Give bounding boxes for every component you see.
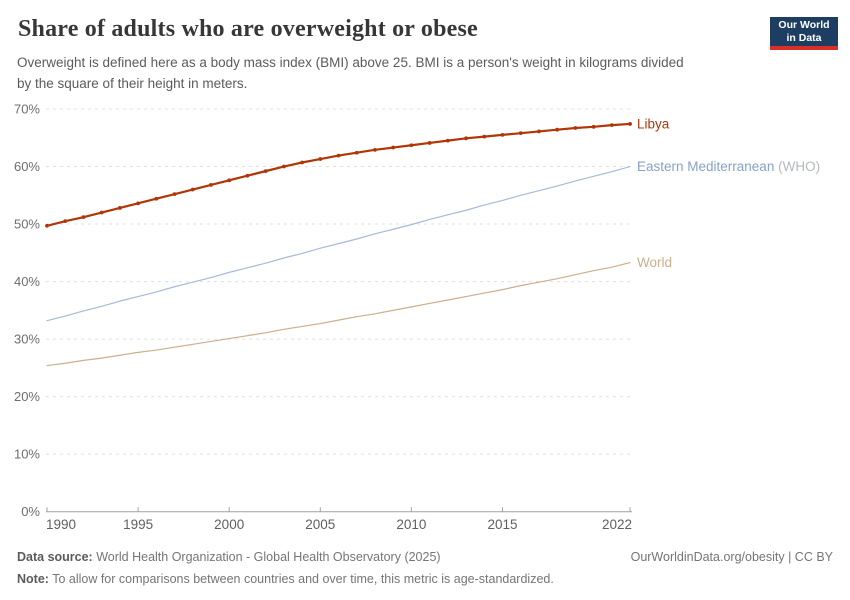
data-source: Data source: World Health Organization -… [17,547,441,569]
data-point-marker [391,145,396,150]
page-title: Share of adults who are overweight or ob… [18,16,478,42]
subtitle-line1: Overweight is defined here as a body mas… [17,55,684,70]
data-point-marker [190,187,195,192]
y-axis-tick-label: 30% [14,332,40,347]
owid-footer-link[interactable]: OurWorldinData.org/obesity | CC BY [630,550,833,564]
data-point-marker [336,153,341,158]
y-axis-tick-label: 10% [14,447,40,462]
data-point-marker [45,223,49,228]
data-point-marker [427,141,432,145]
y-axis-tick-label: 50% [14,217,40,232]
data-point-marker [445,138,450,143]
y-axis-tick-label: 60% [14,159,40,174]
x-axis-tick-label: 2005 [305,517,335,532]
data-point-marker [537,129,541,134]
data-point-marker [609,123,614,128]
series-label-libya: Libya [637,116,670,131]
x-axis-tick-label: 1990 [46,517,76,532]
data-point-marker [373,147,377,152]
owid-logo-line2: in Data [786,31,822,44]
x-axis-tick-label: 2022 [602,517,632,532]
y-axis-tick-label: 20% [14,389,40,404]
y-axis-tick-label: 70% [14,101,40,116]
series-label-world: World [637,255,672,270]
data-point-marker [464,136,468,141]
data-source-text: World Health Organization - Global Healt… [92,550,441,564]
chart-note-label: Note: [17,571,49,586]
data-point-marker [154,196,159,201]
data-point-marker [573,126,578,130]
series-line-libya [45,122,632,227]
data-point-marker [628,122,632,126]
subtitle-line2: by the square of their height in meters. [17,76,248,91]
data-point-marker [263,169,268,174]
data-point-marker [518,131,523,136]
chart-subtitle: Overweight is defined here as a body mas… [17,52,684,94]
data-point-marker [300,160,304,165]
x-axis-tick-label: 1995 [123,517,153,532]
data-point-marker [318,157,323,161]
data-point-marker [227,178,232,183]
data-point-marker [591,124,596,129]
data-point-marker [409,143,414,148]
x-axis-tick-label: 2010 [396,517,426,532]
series-line-eastern-mediterranean-who [46,165,631,322]
owid-logo[interactable]: Our World in Data [770,17,838,50]
data-point-marker [136,201,141,206]
data-point-marker [63,219,68,224]
data-point-marker [81,215,86,220]
y-axis-tick-label: 0% [21,504,40,519]
chart-note: Note: To allow for comparisons between c… [17,569,833,591]
line-chart: 0% 10% 20% 30% 40% 50% 60% 70% 1990 1995 2000 2005 2… [14,101,820,532]
data-source-label: Data source: [17,550,93,564]
data-point-marker [99,210,104,215]
x-axis-tick-label: 2000 [214,517,244,532]
data-point-marker [500,132,505,137]
y-axis-tick-label: 40% [14,274,40,289]
data-point-marker [172,192,177,197]
series-label-eastern-mediterranean-who: Eastern Mediterranean (WHO) [637,159,820,174]
data-point-marker [245,173,250,178]
data-point-marker [354,150,359,155]
data-point-marker [555,127,560,132]
series-line-world [46,261,631,367]
chart-note-text: To allow for comparisons between countri… [48,571,554,586]
data-point-marker [117,206,122,210]
data-point-marker [209,183,213,187]
data-point-marker [482,134,487,139]
data-point-marker [281,164,286,169]
x-axis-tick-label: 2015 [487,517,517,532]
owid-logo-line1: Our World [778,19,830,31]
chart-footer: Data source: World Health Organization -… [17,547,833,590]
